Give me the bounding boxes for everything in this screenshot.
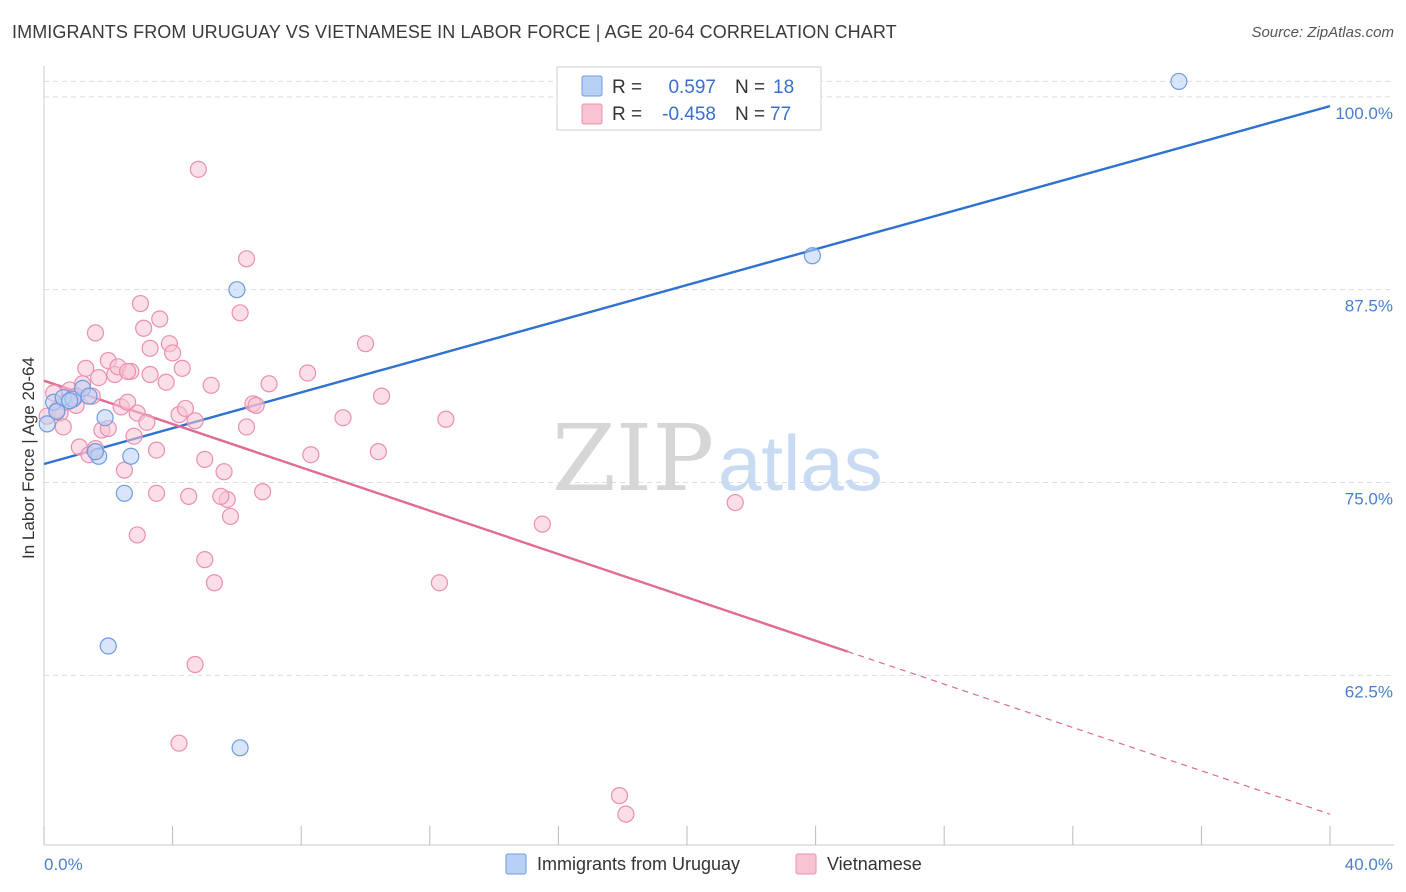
point-vietnamese xyxy=(189,160,207,178)
legend-swatch-vietnamese xyxy=(581,103,603,125)
watermark-zip: ZIP xyxy=(552,405,714,512)
point-vietnamese xyxy=(617,805,635,823)
point-vietnamese xyxy=(186,412,204,430)
point-vietnamese xyxy=(180,487,198,505)
point-vietnamese xyxy=(90,369,108,387)
point-vietnamese xyxy=(77,359,95,377)
point-uruguay xyxy=(61,392,79,410)
bottom-legend-swatch-vietnamese xyxy=(795,853,817,875)
trendline-extension-vietnamese xyxy=(847,651,1331,815)
point-vietnamese xyxy=(138,413,156,431)
trendline-vietnamese xyxy=(43,379,849,653)
points-layer xyxy=(38,72,1188,823)
point-vietnamese xyxy=(173,359,191,377)
grid-layer xyxy=(44,80,1394,676)
point-uruguay xyxy=(38,415,56,433)
watermark: ZIP atlas xyxy=(552,405,883,512)
point-vietnamese xyxy=(254,483,272,501)
point-vietnamese xyxy=(164,344,182,362)
x-tick-label: 40.0% xyxy=(1345,855,1393,874)
y-axis-title: In Labor Force | Age 20-64 xyxy=(19,357,38,559)
point-vietnamese xyxy=(86,324,105,342)
point-uruguay xyxy=(1170,72,1188,91)
point-vietnamese xyxy=(141,339,159,357)
point-vietnamese xyxy=(299,364,317,382)
point-vietnamese xyxy=(372,387,391,405)
point-vietnamese xyxy=(54,418,72,436)
bottom-legend-swatch-uruguay xyxy=(505,853,527,875)
point-vietnamese xyxy=(212,487,230,505)
point-uruguay xyxy=(228,281,246,299)
point-vietnamese xyxy=(186,655,204,674)
point-vietnamese xyxy=(135,319,153,337)
point-vietnamese xyxy=(196,551,214,569)
point-vietnamese xyxy=(430,574,449,592)
y-tick-label: 62.5% xyxy=(1345,682,1393,701)
point-vietnamese xyxy=(170,734,188,752)
point-vietnamese xyxy=(141,365,159,384)
legend-r-value-uruguay: 0.597 xyxy=(668,77,716,98)
legend-n-label-uruguay: N = xyxy=(735,77,765,98)
point-vietnamese xyxy=(147,484,166,502)
bottom-legend-label-vietnamese: Vietnamese xyxy=(827,854,922,874)
point-vietnamese xyxy=(202,376,220,394)
point-vietnamese xyxy=(237,250,256,268)
point-vietnamese xyxy=(260,375,278,393)
legend-n-value-vietnamese: 77 xyxy=(770,104,791,125)
point-vietnamese xyxy=(247,396,265,414)
chart-title: IMMIGRANTS FROM URUGUAY VS VIETNAMESE IN… xyxy=(12,22,897,42)
point-uruguay xyxy=(99,637,117,655)
point-vietnamese xyxy=(302,446,320,464)
point-uruguay xyxy=(86,443,105,461)
point-vietnamese xyxy=(437,410,455,428)
point-vietnamese xyxy=(176,399,195,418)
point-vietnamese xyxy=(610,787,629,805)
point-uruguay xyxy=(48,402,66,421)
legend-r-value-vietnamese: -0.458 xyxy=(662,104,716,125)
point-vietnamese xyxy=(196,450,214,468)
watermark-atlas: atlas xyxy=(718,419,883,507)
point-vietnamese xyxy=(533,515,551,533)
y-tick-label: 75.0% xyxy=(1345,489,1393,508)
point-vietnamese xyxy=(118,362,137,381)
point-vietnamese xyxy=(334,409,352,427)
point-uruguay xyxy=(80,387,98,405)
point-vietnamese xyxy=(115,461,133,479)
point-vietnamese xyxy=(369,443,387,461)
bottom-legend-label-uruguay: Immigrants from Uruguay xyxy=(537,854,740,874)
point-vietnamese xyxy=(131,294,150,313)
source-label: Source: ZipAtlas.com xyxy=(1251,24,1394,41)
legend-box: R = 0.597 N = 18 R = -0.458 N = 77 xyxy=(556,66,822,131)
point-vietnamese xyxy=(125,427,143,445)
point-vietnamese xyxy=(221,507,240,526)
point-uruguay xyxy=(115,484,133,502)
point-vietnamese xyxy=(205,574,223,592)
point-uruguay xyxy=(803,247,821,265)
y-tick-label: 100.0% xyxy=(1335,104,1393,123)
point-vietnamese xyxy=(157,373,175,391)
labels-layer: 100.0% 87.5% 75.0% 62.5% 0.0% 40.0% xyxy=(44,104,1393,874)
point-vietnamese xyxy=(128,526,146,544)
legend-swatch-uruguay xyxy=(581,75,603,97)
point-vietnamese xyxy=(726,493,744,512)
legend-n-value-uruguay: 18 xyxy=(773,77,794,98)
point-vietnamese xyxy=(356,335,375,353)
point-vietnamese xyxy=(215,463,233,481)
axes-layer xyxy=(43,66,1394,846)
point-uruguay xyxy=(96,409,114,427)
point-vietnamese xyxy=(231,304,249,322)
point-vietnamese xyxy=(147,441,166,459)
legend-r-label-uruguay: R = xyxy=(612,77,642,98)
legend-r-label-vietnamese: R = xyxy=(612,104,642,125)
legend-n-label-vietnamese: N = xyxy=(735,104,765,125)
point-uruguay xyxy=(231,739,249,757)
bottom-legend: Immigrants from Uruguay Vietnamese xyxy=(505,853,922,875)
point-uruguay xyxy=(122,447,140,465)
x-tick-label: 0.0% xyxy=(44,855,83,874)
point-vietnamese xyxy=(151,310,169,328)
point-vietnamese xyxy=(237,418,256,436)
point-vietnamese xyxy=(118,393,137,411)
y-tick-label: 87.5% xyxy=(1345,297,1393,316)
